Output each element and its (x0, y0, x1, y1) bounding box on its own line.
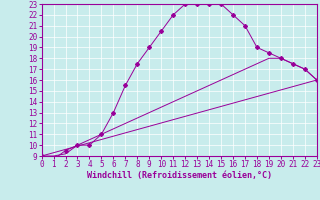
X-axis label: Windchill (Refroidissement éolien,°C): Windchill (Refroidissement éolien,°C) (87, 171, 272, 180)
